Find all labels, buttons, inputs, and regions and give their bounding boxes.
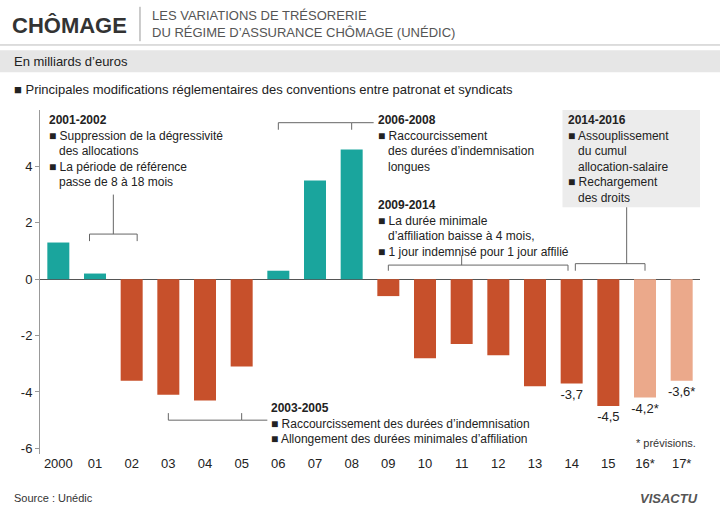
svg-text:4: 4 (25, 159, 32, 174)
svg-text:■ Principales modifications ré: ■ Principales modifications réglementair… (14, 82, 513, 97)
svg-text:15: 15 (601, 456, 615, 471)
svg-text:-6: -6 (21, 441, 33, 456)
svg-text:01: 01 (88, 456, 102, 471)
svg-text:12: 12 (491, 456, 505, 471)
svg-text:2: 2 (25, 215, 32, 230)
svg-text:10: 10 (418, 456, 432, 471)
svg-text:05: 05 (234, 456, 248, 471)
svg-text:2006-2008■ Raccourcissement: 2006-2008■ Raccourcissement des durées d… (378, 113, 534, 174)
svg-text:2003-2005■ Raccourcissement de: 2003-2005■ Raccourcissement des durées d… (271, 401, 530, 446)
svg-text:En milliards d’euros: En milliards d’euros (14, 54, 128, 69)
svg-text:Source : Unédic: Source : Unédic (14, 492, 93, 504)
svg-text:02: 02 (124, 456, 138, 471)
svg-text:06: 06 (271, 456, 285, 471)
svg-text:-4: -4 (21, 385, 33, 400)
svg-text:11: 11 (455, 456, 469, 471)
svg-text:-3,6*: -3,6* (668, 384, 695, 399)
svg-text:-4,5: -4,5 (597, 409, 619, 424)
svg-text:-2: -2 (21, 328, 33, 343)
svg-text:14: 14 (564, 456, 578, 471)
svg-text:2014-2016■ Assouplissement d: 2014-2016■ Assouplissement du cumul allo… (568, 113, 669, 205)
svg-text:2000: 2000 (44, 456, 73, 471)
svg-text:04: 04 (198, 456, 212, 471)
svg-text:16*: 16* (635, 456, 655, 471)
svg-text:17*: 17* (672, 456, 692, 471)
svg-text:13: 13 (528, 456, 542, 471)
svg-text:03: 03 (161, 456, 175, 471)
svg-text:08: 08 (344, 456, 358, 471)
svg-text:07: 07 (308, 456, 322, 471)
svg-text:CHÔMAGE: CHÔMAGE (12, 13, 127, 38)
svg-text:09: 09 (381, 456, 395, 471)
svg-text:0: 0 (25, 272, 32, 287)
svg-text:VISACTU: VISACTU (640, 491, 698, 506)
svg-text:-4,2*: -4,2* (631, 401, 658, 416)
svg-text:2009-2014■ La durée minimale: 2009-2014■ La durée minimale d’affiliati… (378, 198, 569, 259)
svg-text:LES VARIATIONS DE TRÉSORERIEDU: LES VARIATIONS DE TRÉSORERIEDU RÉGIME D’… (152, 8, 455, 40)
svg-text:* prévisions.: * prévisions. (636, 437, 696, 449)
svg-text:2001-2002■ Suppression de la d: 2001-2002■ Suppression de la dégressivit… (49, 113, 223, 189)
svg-text:-3,7: -3,7 (560, 387, 582, 402)
